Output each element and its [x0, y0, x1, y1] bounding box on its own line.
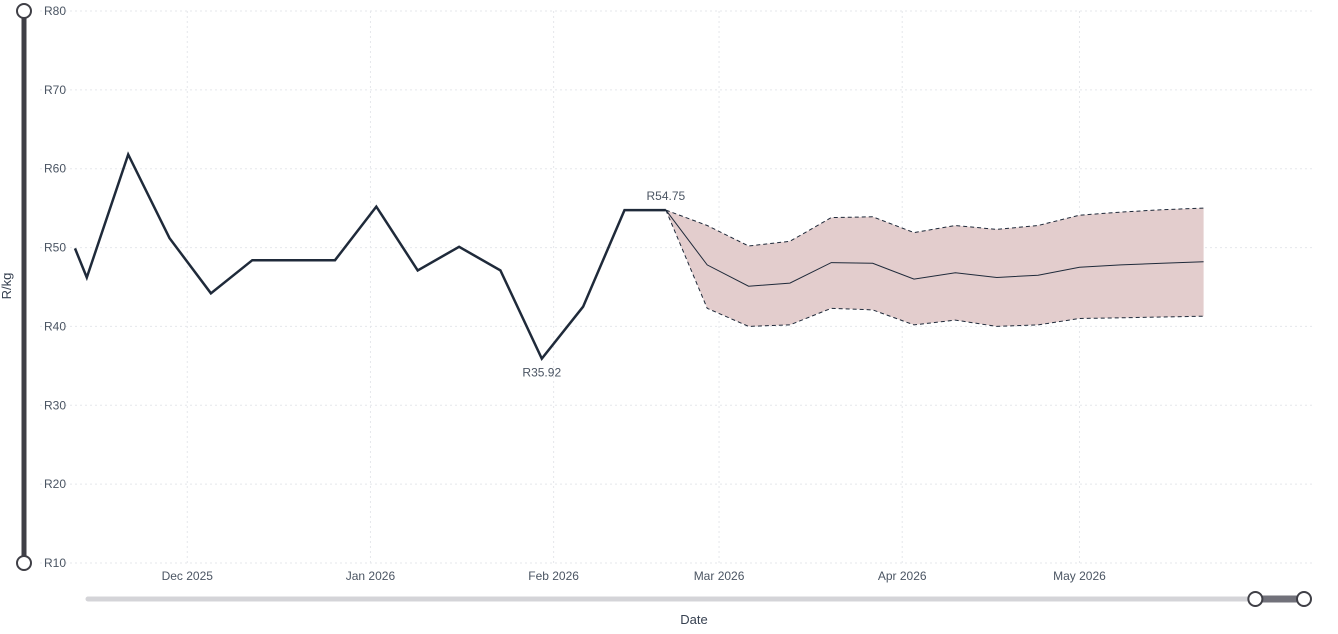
x-tick-label: May 2026 — [1053, 569, 1106, 583]
y-tick-label: R70 — [44, 83, 66, 97]
forecast-band-area — [665, 208, 1204, 327]
forecast-lower-bound — [665, 209, 1204, 327]
data-label: R35.92 — [522, 366, 561, 380]
x-slider-right-handle[interactable] — [1296, 591, 1312, 607]
x-axis-ticks: Dec 2025 Jan 2026 Feb 2026 Mar 2026 Apr 2026… — [162, 569, 1107, 583]
forecast-band-layer — [665, 207, 1204, 327]
data-label: R54.75 — [647, 189, 686, 203]
y-tick-label: R10 — [44, 556, 66, 570]
y-range-slider[interactable] — [16, 3, 32, 571]
x-range-slider[interactable] — [85, 591, 1312, 607]
x-slider-left-handle[interactable] — [1247, 591, 1264, 607]
y-axis-ticks: R10 R20 R30 R40 R50 R60 R70 R80 — [44, 4, 66, 570]
y-tick-label: R20 — [44, 477, 66, 491]
forecast-series-line — [665, 209, 1204, 287]
y-tick-label: R50 — [44, 241, 66, 255]
x-axis-title: Date — [680, 612, 707, 627]
x-tick-label: Jan 2026 — [346, 569, 396, 583]
x-tick-label: Mar 2026 — [694, 569, 745, 583]
y-slider-bottom-handle[interactable] — [16, 555, 32, 571]
x-tick-label: Dec 2025 — [162, 569, 214, 583]
actual-series-line — [73, 151, 666, 361]
annotation-layer: R54.75 R35.92 — [522, 189, 685, 379]
y-tick-label: R30 — [44, 398, 66, 412]
series-layer — [73, 151, 1204, 361]
x-tick-label: Feb 2026 — [528, 569, 579, 583]
y-slider-top-handle[interactable] — [16, 3, 32, 19]
x-tick-label: Apr 2026 — [878, 569, 927, 583]
y-tick-label: R40 — [44, 319, 66, 333]
y-tick-label: R80 — [44, 4, 66, 18]
y-axis-title: R/kg — [0, 273, 14, 300]
y-tick-label: R60 — [44, 162, 66, 176]
